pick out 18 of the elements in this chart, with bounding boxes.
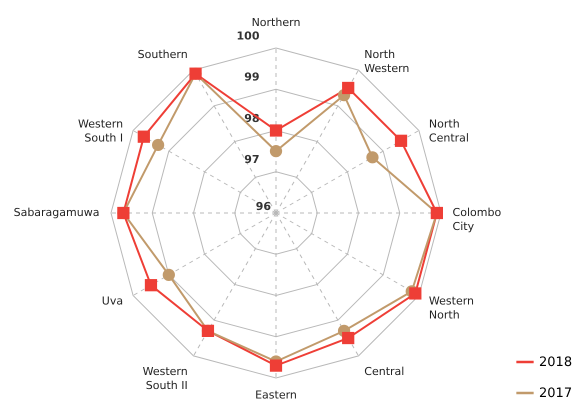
spoke-label: Colombo City: [452, 206, 502, 233]
spoke-label: Western South I: [78, 118, 124, 145]
spoke-label: Sabaragamuwa: [14, 206, 100, 219]
y-tick-label: 99: [244, 70, 260, 84]
spoke-label: Central: [364, 364, 404, 378]
spoke-label: Southern: [138, 48, 188, 62]
spoke-label: Western North: [428, 294, 474, 322]
legend-label: 2018: [539, 355, 572, 370]
spoke-label: Northern: [252, 16, 300, 30]
spoke-label: North Western: [364, 48, 410, 76]
spoke-label: North Central: [428, 118, 469, 145]
spoke-label: Eastern: [255, 388, 297, 402]
y-tick-label: 100: [236, 29, 260, 42]
spoke-label: Western South II: [142, 364, 188, 392]
spoke-label: Uva: [102, 294, 124, 308]
legend-label: 2017: [539, 386, 572, 401]
y-tick-label: 97: [244, 153, 260, 166]
y-tick-label: 96: [256, 200, 272, 214]
